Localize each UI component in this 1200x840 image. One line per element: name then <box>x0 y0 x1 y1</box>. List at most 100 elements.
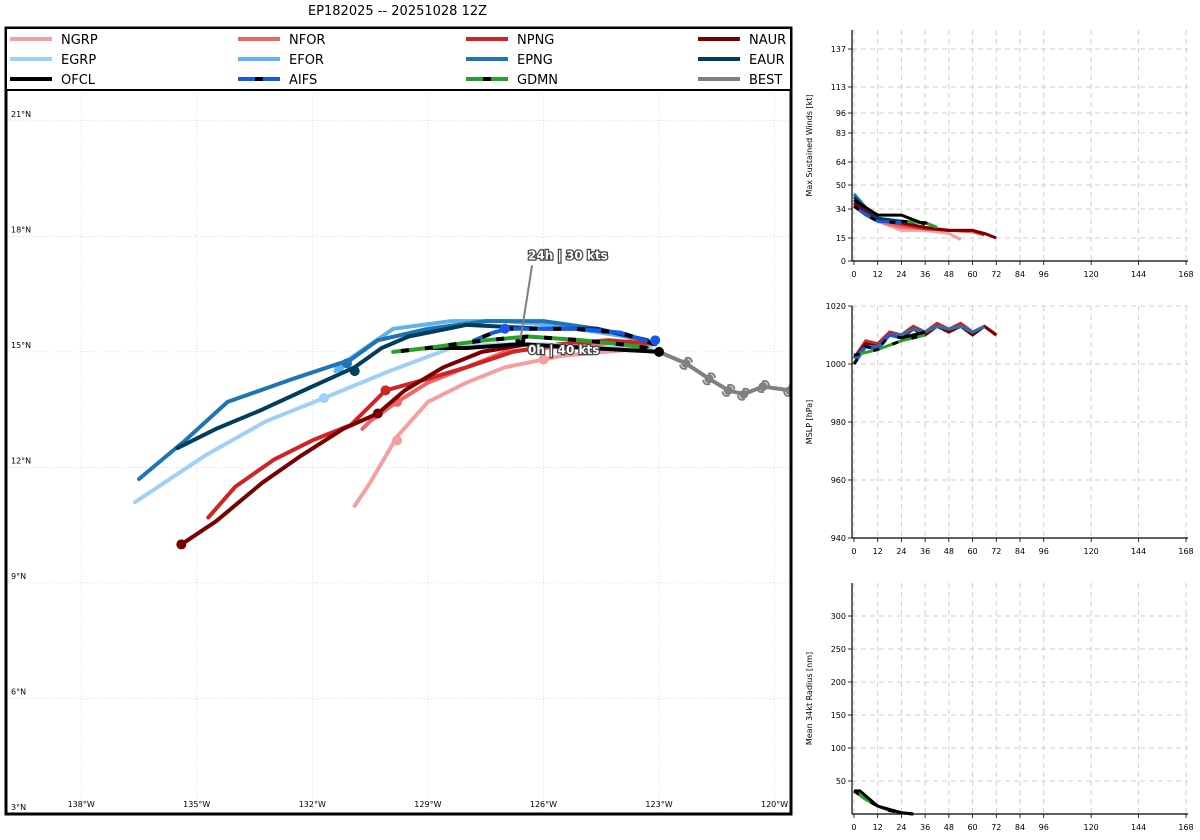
y-tick-label: 137 <box>831 45 846 54</box>
series-ofcl <box>901 330 926 340</box>
best-track-point <box>758 382 768 392</box>
best-track-point <box>785 385 790 395</box>
x-tick-label: 12 <box>873 823 883 832</box>
track-egrp <box>133 342 654 505</box>
y-tick-label: 1000 <box>826 360 846 369</box>
x-tick-label: 24 <box>896 547 906 556</box>
track-point-npng <box>380 385 391 396</box>
legend-label-naur: NAUR <box>749 33 786 48</box>
series-ofcl <box>854 789 914 816</box>
y-tick-label: 64 <box>836 158 846 167</box>
y-tick-label: 300 <box>831 612 846 621</box>
map-lon-tick-label: 126°W <box>530 800 557 809</box>
y-tick-label: 1020 <box>826 302 846 311</box>
map-lat-tick-label: 21°N <box>11 110 31 119</box>
hurricane-symbol <box>721 383 736 397</box>
legend: NGRP NFOR NPNG NAUR EGRP EFOR EPNG EAUR OFCL AIFS… <box>5 27 792 91</box>
legend-label-efor: EFOR <box>289 53 324 68</box>
x-tick-label: 48 <box>944 823 954 832</box>
y-tick-label: 50 <box>836 777 846 786</box>
legend-box <box>5 27 792 91</box>
legend-label-epng: EPNG <box>517 53 553 68</box>
y-tick-label: 960 <box>831 476 846 485</box>
y-tick-label: 113 <box>831 83 846 92</box>
track-point-aifs <box>499 323 510 334</box>
x-tick-label: 84 <box>1015 547 1025 556</box>
y-axis-label: Max Sustained Winds [kt] <box>805 94 814 196</box>
y-tick-label: 100 <box>831 744 846 753</box>
x-tick-label: 96 <box>1039 823 1049 832</box>
y-tick-label: 150 <box>831 711 846 720</box>
y-tick-label: 940 <box>831 534 846 543</box>
map-lat-tick-label: 6°N <box>11 687 26 696</box>
hurricane-symbol <box>736 387 751 401</box>
legend-label-aifs: AIFS <box>289 73 317 88</box>
annotation-label: 24h | 30 kts <box>528 248 608 262</box>
hurricane-symbol <box>702 372 717 386</box>
x-tick-label: 48 <box>944 270 954 279</box>
legend-label-eaur: EAUR <box>749 53 785 68</box>
track-point-epng <box>341 358 352 369</box>
x-tick-label: 144 <box>1131 823 1146 832</box>
track-npng <box>206 338 658 520</box>
chart-title: EP182025 -- 20251028 12Z <box>307 4 488 19</box>
series-epng <box>852 324 986 360</box>
y-axis-label: MSLP [hPa] <box>805 400 814 444</box>
x-tick-label: 60 <box>967 547 977 556</box>
map-lon-tick-label: 120°W <box>761 800 788 809</box>
series-dash-aifs <box>853 204 902 225</box>
legend-label-ofcl: OFCL <box>61 73 96 88</box>
map-lat-tick-label: 9°N <box>11 572 26 581</box>
map-lat-tick-label: 12°N <box>11 456 31 465</box>
map-lon-tick-label: 135°W <box>183 800 210 809</box>
map-lat-tick-label: 18°N <box>11 225 31 234</box>
x-tick-label: 60 <box>967 823 977 832</box>
legend-label-gdmn: GDMN <box>517 73 558 88</box>
x-tick-label: 168 <box>1178 823 1193 832</box>
y-tick-label: 15 <box>836 234 846 243</box>
best-track-point <box>739 389 749 399</box>
map-lon-tick-label: 138°W <box>68 800 95 809</box>
x-tick-label: 24 <box>896 270 906 279</box>
track-dash-gdmn <box>392 334 648 354</box>
legend-label-best: BEST <box>749 73 782 88</box>
y-tick-label: 96 <box>836 109 846 118</box>
x-tick-label: 96 <box>1039 547 1049 556</box>
map-lon-tick-label: 129°W <box>414 800 441 809</box>
map-lon-tick-label: 123°W <box>645 800 672 809</box>
best-track-point <box>723 385 733 395</box>
best-track-point <box>704 374 714 384</box>
x-tick-label: 48 <box>944 547 954 556</box>
track-naur <box>179 342 650 547</box>
annotation-label: 24h | 30 kts <box>528 248 608 262</box>
x-tick-label: 0 <box>851 547 856 556</box>
y-tick-label: 980 <box>831 418 846 427</box>
legend-label-egrp: EGRP <box>61 53 96 68</box>
track-point-ngrp <box>538 354 549 365</box>
track-dash-aifs <box>473 326 656 347</box>
annotation-leader <box>519 265 534 341</box>
track-point-naur <box>176 539 187 550</box>
annotation-label: 0h | 40 kts <box>528 343 599 357</box>
annotation-label: 0h | 40 kts <box>528 343 599 357</box>
series-dash-gdmn <box>853 333 926 357</box>
x-tick-label: 168 <box>1178 270 1193 279</box>
hurricane-symbol <box>679 356 693 370</box>
x-tick-label: 12 <box>873 270 883 279</box>
track-epng <box>137 319 650 481</box>
y-tick-label: 50 <box>836 181 846 190</box>
track-point-eaur <box>349 366 360 377</box>
x-tick-label: 0 <box>851 270 856 279</box>
x-tick-label: 36 <box>920 547 930 556</box>
y-tick-label: 200 <box>831 678 846 687</box>
legend-label-ngrp: NGRP <box>61 33 98 48</box>
hurricane-symbol <box>756 380 771 394</box>
track-point-aifs <box>650 335 661 346</box>
map-lat-tick-label: 15°N <box>11 341 31 350</box>
wind-panel: 0 12 24 36 48 60 72 84 96 120 144 168 0 15 34 50 64 83 96 1… <box>805 30 1194 279</box>
x-tick-label: 144 <box>1131 547 1146 556</box>
y-axis-label: Mean 34kt Radius [nm] <box>805 652 814 745</box>
x-tick-label: 36 <box>920 823 930 832</box>
